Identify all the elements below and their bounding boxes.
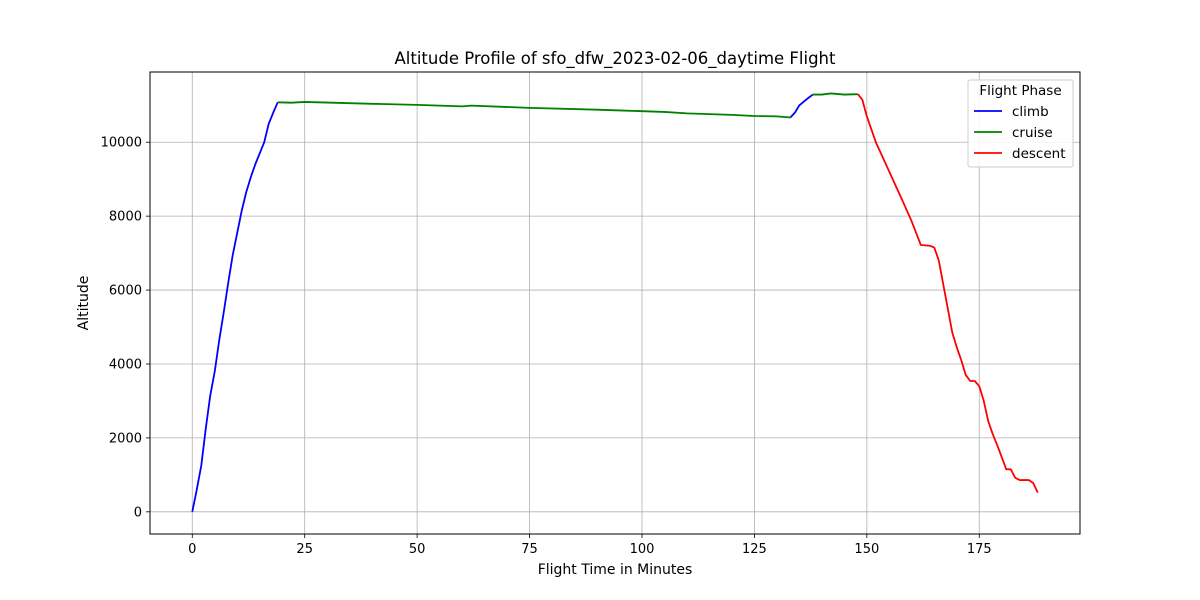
legend: Flight Phase climb cruise descent (967, 79, 1074, 168)
x-tick-label: 75 (521, 542, 538, 557)
legend-box (967, 79, 1074, 168)
x-tick-label: 50 (409, 542, 426, 557)
descent-legend-label: descent (1012, 146, 1066, 162)
cruise-legend-label: cruise (1012, 125, 1053, 141)
grid (150, 72, 1080, 534)
y-axis-label: Altitude (76, 276, 92, 331)
series-lines (191, 92, 1039, 512)
chart-title: Altitude Profile of sfo_dfw_2023-02-06_d… (395, 49, 837, 69)
cruise-line (812, 92, 858, 96)
x-tick-label: 125 (742, 542, 767, 557)
x-axis-label: Flight Time in Minutes (538, 562, 693, 578)
descent-line (857, 93, 1039, 493)
y-tick-label: 8000 (109, 210, 142, 225)
x-tick-label: 175 (967, 542, 992, 557)
y-tick-label: 2000 (109, 431, 142, 446)
climb-legend-label: climb (1012, 104, 1049, 120)
climb-line (789, 93, 814, 119)
legend-items: climb cruise descent (974, 104, 1066, 162)
plot-frame (149, 71, 1081, 535)
y-tick-label: 0 (134, 505, 142, 520)
x-tick-label: 150 (854, 542, 879, 557)
legend-title: Flight Phase (979, 83, 1061, 99)
y-tick-label: 10000 (101, 136, 142, 151)
x-tick-label: 0 (188, 542, 196, 557)
x-tick-label: 25 (296, 542, 313, 557)
y-tick-label: 4000 (109, 357, 142, 372)
x-tick-label: 100 (630, 542, 655, 557)
cruise-line (277, 101, 791, 119)
axis-ticks: 0 25 50 75 100 125 150 175 0 2000 4000 6000 8000 1000… (101, 136, 992, 557)
climb-line (191, 101, 279, 512)
y-tick-label: 6000 (109, 284, 142, 299)
